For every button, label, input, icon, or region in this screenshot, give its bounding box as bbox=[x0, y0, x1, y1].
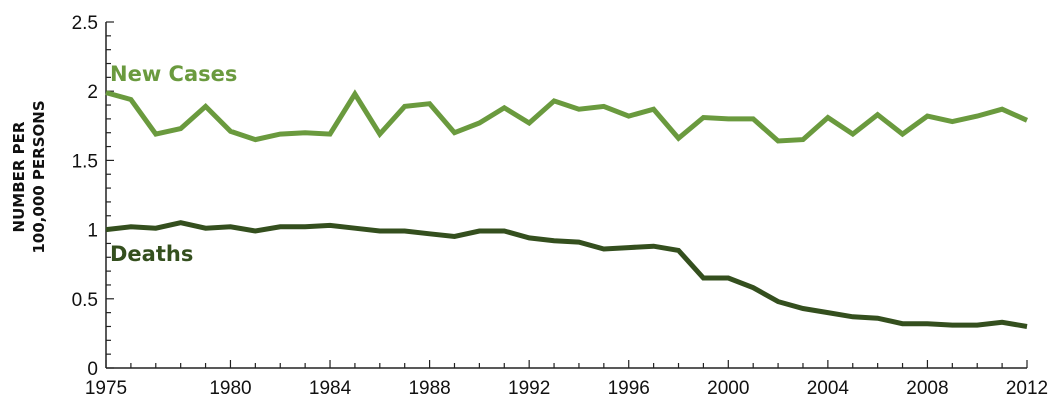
x-tick-label: 1988 bbox=[408, 378, 450, 399]
x-tick-label: 1996 bbox=[608, 378, 650, 399]
x-tick-label: 1975 bbox=[85, 378, 127, 399]
x-tick-label: 1984 bbox=[309, 378, 352, 399]
x-tick-label: 2012 bbox=[1006, 378, 1048, 399]
x-tick-label: 1992 bbox=[508, 378, 550, 399]
x-tick-label: 2004 bbox=[807, 378, 850, 399]
axes: 0 0.5 1 1.5 2 2.5 1975 1980 1984 1988 1992 1996 2000… bbox=[72, 13, 1049, 399]
y-axis-title-line-2: 100,000 PERSONS bbox=[30, 100, 48, 253]
x-tick-label: 2000 bbox=[707, 378, 749, 399]
series-lines bbox=[105, 89, 1029, 329]
series-label-new-cases: New Cases bbox=[110, 62, 237, 86]
y-tick-label: 2.5 bbox=[72, 13, 98, 34]
y-axis-title-line-1: NUMBER PER bbox=[10, 121, 28, 232]
y-axis-title: NUMBER PER 100,000 PERSONS bbox=[10, 100, 48, 253]
series-labels: New Cases Deaths bbox=[110, 62, 237, 266]
series-line-deaths bbox=[105, 220, 1028, 329]
y-tick-label: 1.5 bbox=[72, 151, 98, 172]
y-tick-label: 0 bbox=[87, 359, 98, 380]
series-line-new-cases bbox=[105, 89, 1029, 144]
x-tick-label: 1980 bbox=[209, 378, 251, 399]
x-tick-label: 2008 bbox=[906, 378, 948, 399]
series-label-deaths: Deaths bbox=[110, 242, 193, 266]
y-tick-label: 0.5 bbox=[72, 290, 98, 311]
y-tick-label: 1 bbox=[87, 221, 98, 242]
y-tick-label: 2 bbox=[87, 82, 98, 103]
